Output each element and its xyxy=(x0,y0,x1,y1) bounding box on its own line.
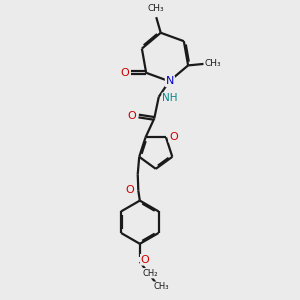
Text: NH: NH xyxy=(162,93,178,103)
Text: O: O xyxy=(169,132,178,142)
Text: CH₃: CH₃ xyxy=(148,4,164,13)
Text: CH₂: CH₂ xyxy=(142,269,158,278)
Text: CH₃: CH₃ xyxy=(153,282,169,291)
Text: O: O xyxy=(125,185,134,195)
Text: CH₃: CH₃ xyxy=(204,59,221,68)
Text: O: O xyxy=(128,111,136,121)
Text: O: O xyxy=(141,255,150,265)
Text: O: O xyxy=(120,68,129,78)
Text: N: N xyxy=(166,76,174,86)
